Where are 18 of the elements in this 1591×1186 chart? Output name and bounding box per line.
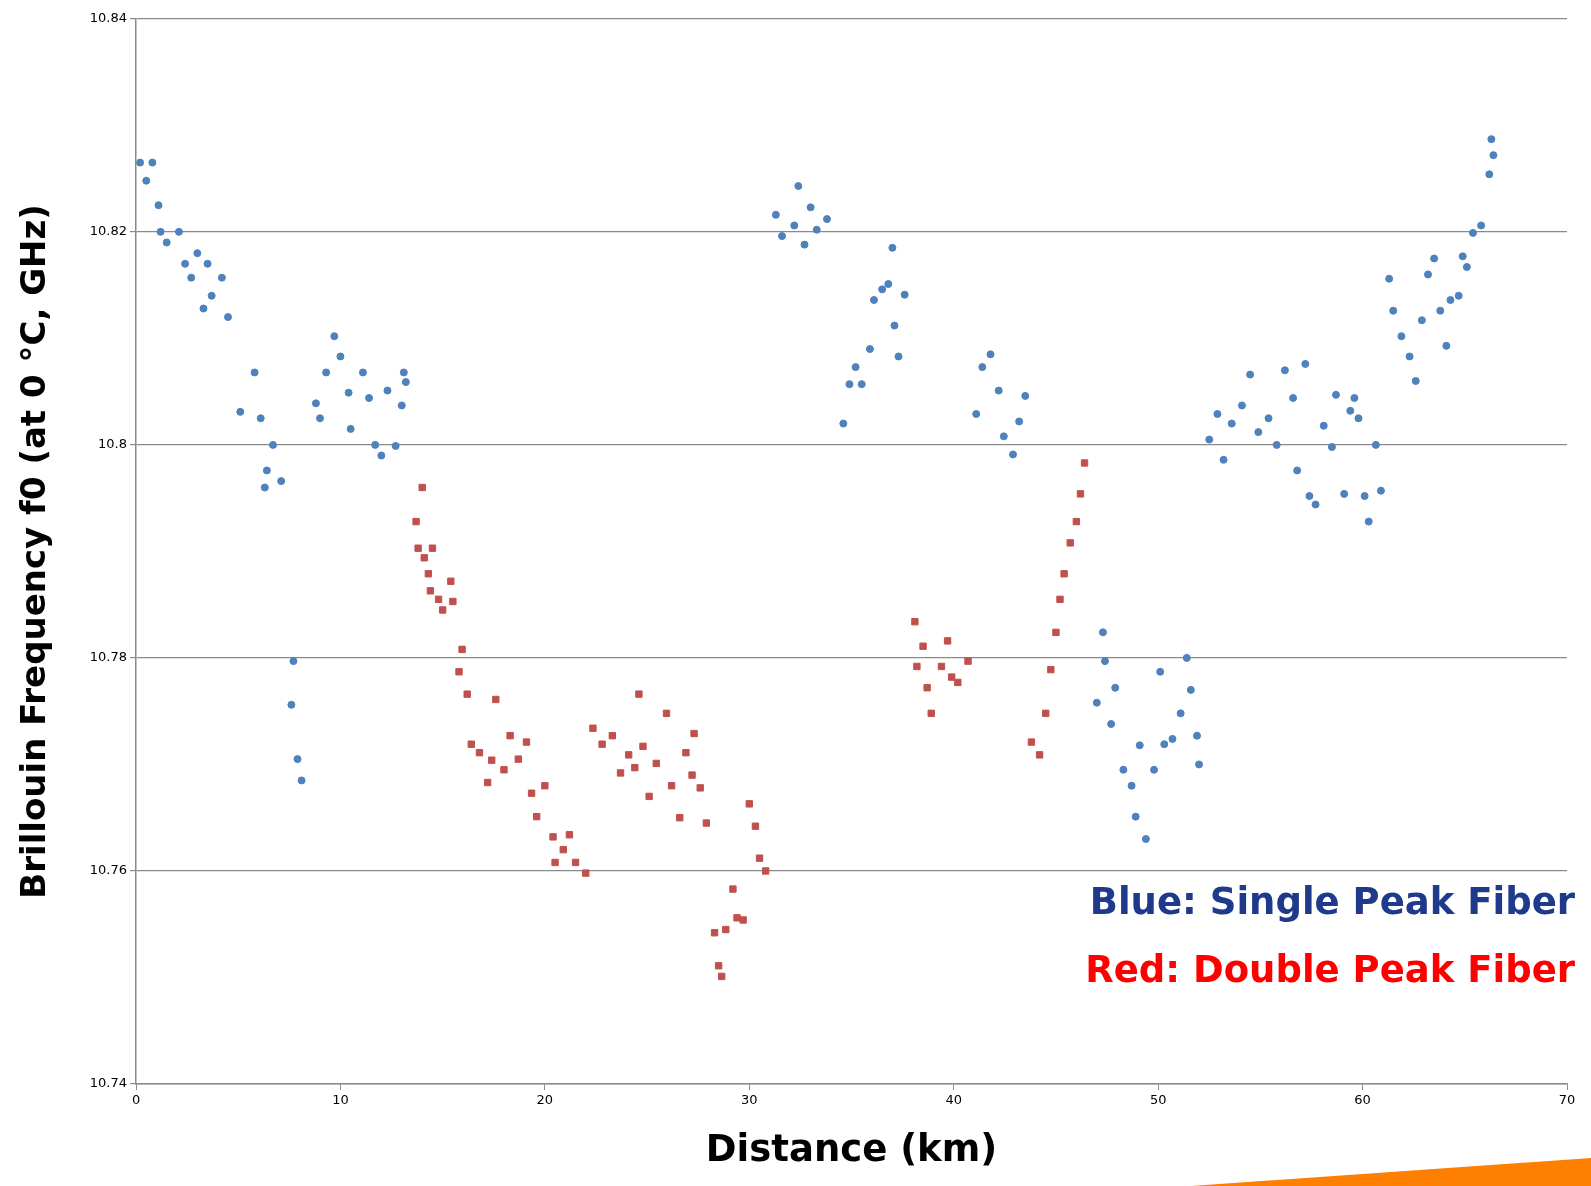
- x-tick-label: 50: [1149, 1092, 1167, 1108]
- x-tick-label: 40: [945, 1092, 962, 1108]
- y-tick-label: 10.78: [89, 649, 128, 665]
- annotation: Blue: Single Peak Fiber: [1089, 880, 1576, 923]
- x-tick-label: 0: [131, 1092, 141, 1108]
- y-tick-label: 10.74: [89, 1075, 128, 1091]
- x-tick-label: 60: [1354, 1092, 1371, 1108]
- annotation: Red: Double Peak Fiber: [1085, 948, 1576, 991]
- y-axis-title: Brillouin Frequency f0 (at 0 °C, GHz): [13, 204, 54, 899]
- x-tick-label: 10: [332, 1092, 349, 1108]
- y-tick-label: 10.82: [89, 223, 128, 239]
- x-tick-label: 70: [1558, 1092, 1576, 1108]
- x-axis-title: Distance (km): [705, 1127, 998, 1171]
- y-tick-label: 10.84: [89, 10, 128, 26]
- x-tick-label: 30: [741, 1092, 758, 1108]
- x-tick-label: 20: [536, 1092, 554, 1108]
- y-tick-label: 10.8: [98, 436, 128, 452]
- y-tick-label: 10.76: [89, 862, 128, 878]
